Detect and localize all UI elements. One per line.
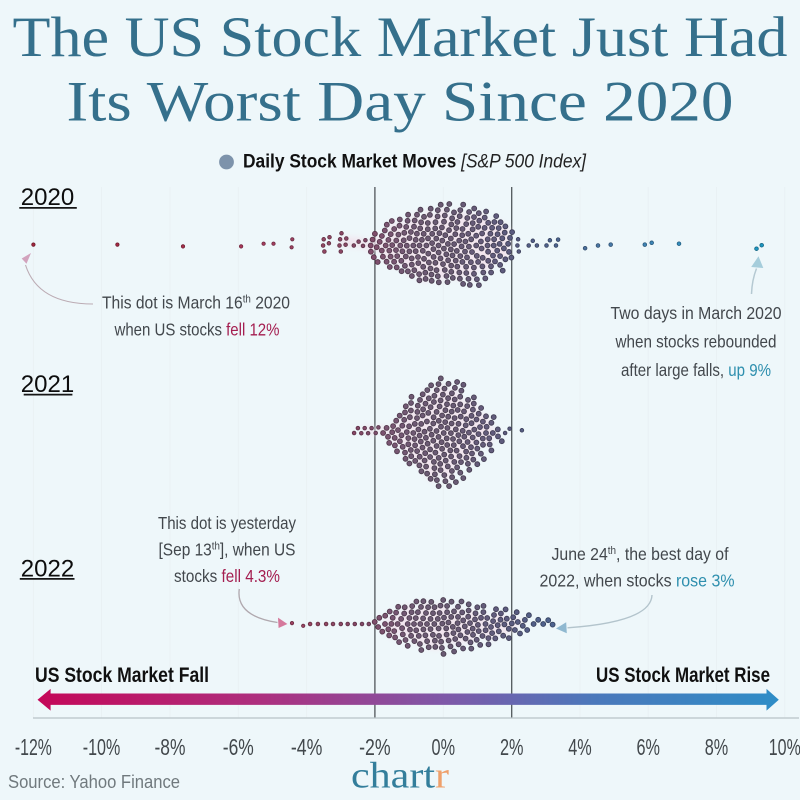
svg-text:10%: 10% [769,734,800,760]
svg-text:This dot is yesterday: This dot is yesterday [158,513,296,533]
svg-text:0%: 0% [432,734,456,760]
svg-text:US Stock Market Rise: US Stock Market Rise [596,664,770,687]
svg-text:-4%: -4% [291,734,323,760]
svg-text:2021: 2021 [21,371,74,398]
svg-text:-8%: -8% [155,734,186,760]
svg-text:Two days in March 2020: Two days in March 2020 [611,303,782,323]
svg-text:-6%: -6% [223,734,254,760]
svg-text:8%: 8% [705,734,729,760]
svg-text:Its Worst Day Since 2020: Its Worst Day Since 2020 [67,71,734,134]
svg-text:4%: 4% [568,734,592,760]
svg-text:Source: Yahoo Finance: Source: Yahoo Finance [8,772,180,792]
svg-text:June 24th, the best day of: June 24th, the best day of [552,544,729,564]
svg-text:when stocks rebounded: when stocks rebounded [615,332,777,352]
svg-text:-2%: -2% [359,734,391,760]
svg-text:US Stock Market Fall: US Stock Market Fall [35,664,209,687]
svg-text:2022: 2022 [21,555,74,582]
svg-text:This dot is March 16th 2020: This dot is March 16th 2020 [102,293,290,313]
svg-text:stocks fell 4.3%: stocks fell 4.3% [174,566,280,586]
svg-text:Daily Stock Market Moves [S&P: Daily Stock Market Moves [S&P 500 Index] [243,151,587,173]
svg-text:2%: 2% [500,734,524,760]
svg-text:-10%: -10% [83,734,121,760]
svg-text:[Sep 13th], when US: [Sep 13th], when US [159,540,296,560]
svg-text:-12%: -12% [15,734,52,760]
svg-text:The US Stock Market Just Had: The US Stock Market Just Had [13,6,788,69]
svg-text:6%: 6% [636,734,660,760]
svg-text:2020: 2020 [21,184,74,211]
svg-text:2022, when stocks rose 3%: 2022, when stocks rose 3% [540,571,735,591]
svg-text:when US stocks fell 12%: when US stocks fell 12% [114,320,280,340]
svg-text:after large falls, up 9%: after large falls, up 9% [621,360,771,380]
